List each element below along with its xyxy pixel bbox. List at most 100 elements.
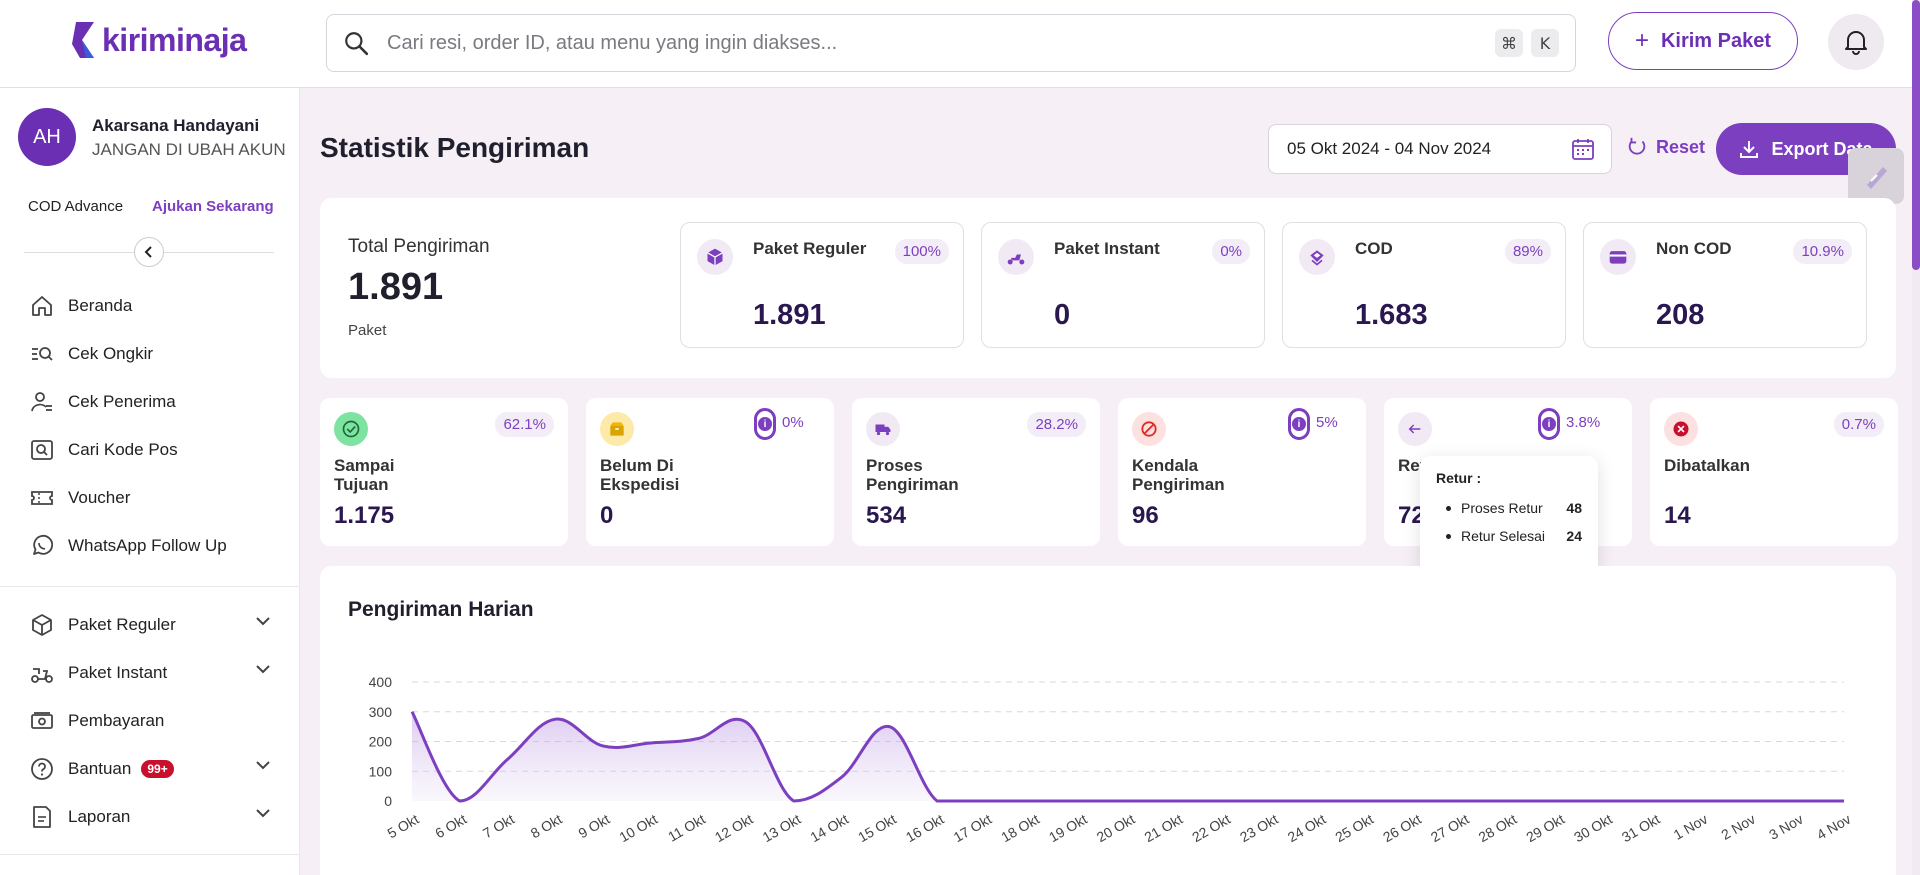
data-point[interactable] xyxy=(979,795,991,807)
sidebar-item-laporan[interactable]: Laporan xyxy=(30,802,270,832)
sidebar-item-voucher[interactable]: Voucher xyxy=(30,483,270,513)
data-point[interactable] xyxy=(692,733,704,745)
search-input[interactable] xyxy=(387,31,1487,55)
status-card-proses-pengiriman[interactable]: 28.2% Proses Pengiriman 534 xyxy=(852,398,1100,546)
sidebar-item-beranda[interactable]: Beranda xyxy=(30,291,270,321)
data-point[interactable] xyxy=(1743,795,1755,807)
truck-icon xyxy=(866,412,900,446)
data-point[interactable] xyxy=(1599,795,1611,807)
data-point[interactable] xyxy=(645,737,657,749)
floating-widget[interactable] xyxy=(1848,148,1904,204)
data-point[interactable] xyxy=(1313,795,1325,807)
data-point[interactable] xyxy=(1170,795,1182,807)
status-card-sampai-tujuan[interactable]: 62.1% Sampai Tujuan 1.175 xyxy=(320,398,568,546)
x-tick-label: 18 Okt xyxy=(998,811,1042,846)
data-point[interactable] xyxy=(549,713,561,725)
percentage-badge: 0.7% xyxy=(1833,412,1884,437)
data-point[interactable] xyxy=(501,753,513,765)
summary-card-paket-instant[interactable]: Paket Instant 0% 0 xyxy=(981,222,1265,348)
data-point[interactable] xyxy=(788,795,800,807)
data-point[interactable] xyxy=(1074,795,1086,807)
x-tick-label: 1 Nov xyxy=(1671,811,1711,843)
sidebar-item-paket-instant[interactable]: Paket Instant xyxy=(30,658,270,688)
x-tick-label: 11 Okt xyxy=(665,811,708,845)
status-card-belum-di-ekspedisi[interactable]: i 0% Belum Di Ekspedisi 0 xyxy=(586,398,834,546)
retur-tooltip: Retur : Proses Retur 48 Retur Selesai 24 xyxy=(1420,456,1598,576)
sidebar-item-label: Paket Reguler xyxy=(68,615,176,634)
sidebar-item-bantuan[interactable]: Bantuan 99+ xyxy=(30,754,270,784)
data-point[interactable] xyxy=(454,795,466,807)
data-point[interactable] xyxy=(406,706,418,718)
data-point[interactable] xyxy=(1695,795,1707,807)
tooltip-row-value: 48 xyxy=(1566,500,1582,516)
date-range-picker[interactable]: 05 Okt 2024 - 04 Nov 2024 xyxy=(1268,124,1612,174)
bell-icon xyxy=(1845,31,1867,55)
data-point[interactable] xyxy=(1408,795,1420,807)
data-point[interactable] xyxy=(836,771,848,783)
sidebar-collapse-button[interactable] xyxy=(134,237,164,267)
summary-card-paket-reguler[interactable]: Paket Reguler 100% 1.891 xyxy=(680,222,964,348)
data-point[interactable] xyxy=(1456,795,1468,807)
y-tick-label: 0 xyxy=(384,793,392,809)
sidebar-item-cek-ongkir[interactable]: Cek Ongkir xyxy=(30,339,270,369)
tooltip-row: Proses Retur 48 xyxy=(1436,500,1582,516)
reset-button[interactable]: Reset xyxy=(1626,136,1705,158)
scrollbar-thumb[interactable] xyxy=(1912,0,1920,270)
summary-card-non-cod[interactable]: Non COD 10.9% 208 xyxy=(1583,222,1867,348)
search-icon xyxy=(345,32,369,56)
data-point[interactable] xyxy=(1122,795,1134,807)
data-point[interactable] xyxy=(1838,795,1850,807)
date-range-value: 05 Okt 2024 - 04 Nov 2024 xyxy=(1287,139,1492,158)
box-icon xyxy=(697,239,733,275)
notification-button[interactable] xyxy=(1828,14,1884,70)
x-tick-label: 24 Okt xyxy=(1285,811,1329,846)
pen-icon xyxy=(1867,167,1887,189)
data-point[interactable] xyxy=(1504,795,1516,807)
x-tick-label: 3 Nov xyxy=(1766,811,1806,843)
avatar[interactable]: AH xyxy=(18,108,76,166)
data-point[interactable] xyxy=(883,721,895,733)
sidebar-item-label: Cek Ongkir xyxy=(68,344,154,363)
data-point[interactable] xyxy=(597,740,609,752)
x-tick-label: 16 Okt xyxy=(903,811,947,846)
data-point[interactable] xyxy=(1552,795,1564,807)
summary-card-cod[interactable]: COD 89% 1.683 xyxy=(1282,222,1566,348)
info-icon[interactable]: i xyxy=(1538,408,1560,440)
kirim-paket-button[interactable]: + Kirim Paket xyxy=(1608,12,1798,70)
sidebar-section-divider xyxy=(0,586,300,587)
bullet xyxy=(1446,505,1451,511)
arrow-left-icon xyxy=(1398,412,1432,446)
x-tick-label: 25 Okt xyxy=(1332,811,1376,846)
shortcut-key-cmd: ⌘ xyxy=(1495,29,1523,57)
status-card-dibatalkan[interactable]: 0.7% Dibatalkan 14 xyxy=(1650,398,1898,546)
data-point[interactable] xyxy=(1217,795,1229,807)
data-point[interactable] xyxy=(1265,795,1277,807)
status-card-kendala-pengiriman[interactable]: i 5% Kendala Pengiriman 96 xyxy=(1118,398,1366,546)
data-point[interactable] xyxy=(1790,795,1802,807)
data-point[interactable] xyxy=(1027,795,1039,807)
ajukan-sekarang-link[interactable]: Ajukan Sekarang xyxy=(152,198,274,215)
ticket-icon xyxy=(31,491,53,505)
x-tick-label: 20 Okt xyxy=(1094,811,1138,846)
search-bar[interactable]: ⌘ K xyxy=(326,14,1576,72)
page-scrollbar[interactable] xyxy=(1912,0,1920,875)
percentage-badge: 89% xyxy=(1504,239,1551,264)
chevron-left-icon xyxy=(144,246,152,258)
sidebar-item-cek-penerima[interactable]: Cek Penerima xyxy=(30,387,270,417)
info-icon[interactable]: i xyxy=(754,408,776,440)
data-point[interactable] xyxy=(740,716,752,728)
x-tick-label: 10 Okt xyxy=(616,811,660,846)
status-card-label: Dibatalkan xyxy=(1664,456,1750,475)
sidebar-item-pembayaran[interactable]: Pembayaran xyxy=(30,706,270,736)
sidebar-item-whatsapp-follow-up[interactable]: WhatsApp Follow Up xyxy=(30,531,270,561)
info-icon[interactable]: i xyxy=(1288,408,1310,440)
data-point[interactable] xyxy=(1361,795,1373,807)
percentage-badge: 62.1% xyxy=(495,412,554,437)
logo[interactable]: kiriminaja xyxy=(70,20,247,60)
sidebar-item-paket-reguler[interactable]: Paket Reguler xyxy=(30,610,270,640)
sidebar-item-cari-kode-pos[interactable]: Cari Kode Pos xyxy=(30,435,270,465)
data-point[interactable] xyxy=(931,795,943,807)
data-point[interactable] xyxy=(1647,795,1659,807)
x-tick-label: 23 Okt xyxy=(1237,811,1281,846)
x-tick-label: 17 Okt xyxy=(951,811,995,846)
